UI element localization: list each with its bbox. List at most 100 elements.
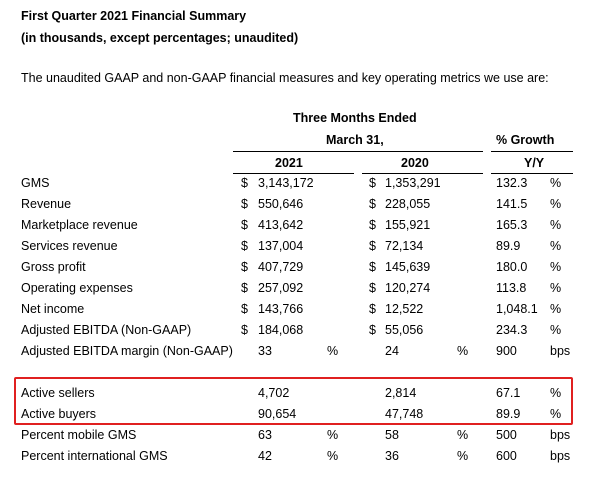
value-2021: 33: [258, 344, 272, 358]
growth-unit: %: [550, 218, 562, 232]
percent-2020: %: [457, 449, 469, 463]
percent-2020: %: [457, 344, 469, 358]
currency-2020: $: [369, 197, 376, 211]
row-label: GMS: [21, 176, 50, 190]
col-header-2021: 2021: [275, 156, 303, 170]
row-label: Active buyers: [21, 407, 97, 421]
growth-unit: %: [550, 302, 562, 316]
growth-unit: %: [550, 260, 562, 274]
growth-value: 89.9: [496, 407, 521, 421]
row-label: Marketplace revenue: [21, 218, 138, 232]
value-2020: 1,353,291: [385, 176, 441, 190]
period-header-line1: Three Months Ended: [293, 111, 417, 125]
currency-2020: $: [369, 302, 376, 316]
row-label: Gross profit: [21, 260, 86, 274]
growth-value: 113.8: [496, 281, 527, 295]
percent-2021: %: [327, 344, 339, 358]
row-label: Percent mobile GMS: [21, 428, 137, 442]
growth-unit: %: [550, 386, 562, 400]
value-2020: 155,921: [385, 218, 431, 232]
currency-2021: $: [241, 197, 248, 211]
growth-unit: %: [550, 197, 562, 211]
col-2021-rule: [233, 173, 354, 174]
value-2020: 24: [385, 344, 399, 358]
value-2021: 4,702: [258, 386, 290, 400]
col-yy-rule: [491, 173, 573, 174]
row-label: Operating expenses: [21, 281, 133, 295]
percent-2021: %: [327, 428, 339, 442]
period-header-rule: [233, 151, 483, 152]
value-2020: 58: [385, 428, 399, 442]
report-subtitle: (in thousands, except percentages; unaud…: [21, 31, 299, 45]
growth-value: 500: [496, 428, 517, 442]
value-2020: 12,522: [385, 302, 424, 316]
growth-unit: %: [550, 323, 562, 337]
value-2020: 72,134: [385, 239, 424, 253]
active-metrics-highlight-box: [14, 377, 573, 425]
growth-unit: %: [550, 281, 562, 295]
currency-2021: $: [241, 302, 248, 316]
growth-value: 89.9: [496, 239, 521, 253]
row-label: Percent international GMS: [21, 449, 168, 463]
currency-2021: $: [241, 239, 248, 253]
value-2021: 184,068: [258, 323, 304, 337]
report-title: First Quarter 2021 Financial Summary: [21, 9, 247, 23]
value-2020: 36: [385, 449, 399, 463]
currency-2021: $: [241, 323, 248, 337]
value-2020: 55,056: [385, 323, 424, 337]
growth-value: 234.3: [496, 323, 528, 337]
growth-unit: %: [550, 176, 562, 190]
value-2021: 42: [258, 449, 272, 463]
percent-2020: %: [457, 428, 469, 442]
value-2021: 413,642: [258, 218, 304, 232]
growth-unit: bps: [550, 344, 571, 358]
value-2020: 228,055: [385, 197, 431, 211]
growth-value: 1,048.1: [496, 302, 538, 316]
growth-header-line1: % Growth: [496, 133, 555, 147]
row-label: Adjusted EBITDA margin (Non-GAAP): [21, 344, 233, 358]
currency-2020: $: [369, 239, 376, 253]
col-2020-rule: [362, 173, 483, 174]
col-header-yy: Y/Y: [524, 156, 545, 170]
currency-2020: $: [369, 176, 376, 190]
growth-value: 180.0: [496, 260, 528, 274]
value-2020: 47,748: [385, 407, 424, 421]
currency-2021: $: [241, 281, 248, 295]
row-label: Services revenue: [21, 239, 118, 253]
growth-unit: bps: [550, 428, 571, 442]
currency-2020: $: [369, 260, 376, 274]
value-2021: 407,729: [258, 260, 304, 274]
growth-value: 132.3: [496, 176, 528, 190]
row-label: Revenue: [21, 197, 72, 211]
value-2021: 143,766: [258, 302, 304, 316]
value-2021: 550,646: [258, 197, 304, 211]
col-header-2020: 2020: [401, 156, 429, 170]
percent-2021: %: [327, 449, 339, 463]
period-header-line2: March 31,: [326, 133, 384, 147]
growth-value: 141.5: [496, 197, 528, 211]
growth-unit: %: [550, 407, 562, 421]
growth-unit: bps: [550, 449, 571, 463]
value-2020: 145,639: [385, 260, 431, 274]
currency-2021: $: [241, 176, 248, 190]
value-2021: 3,143,172: [258, 176, 314, 190]
currency-2020: $: [369, 218, 376, 232]
currency-2020: $: [369, 281, 376, 295]
value-2020: 2,814: [385, 386, 417, 400]
intro-text: The unaudited GAAP and non-GAAP financia…: [21, 71, 549, 85]
growth-value: 165.3: [496, 218, 528, 232]
currency-2021: $: [241, 260, 248, 274]
currency-2021: $: [241, 218, 248, 232]
growth-header-rule: [491, 151, 573, 152]
value-2021: 63: [258, 428, 272, 442]
row-label: Active sellers: [21, 386, 95, 400]
row-label: Adjusted EBITDA (Non-GAAP): [21, 323, 192, 337]
currency-2020: $: [369, 323, 376, 337]
growth-value: 67.1: [496, 386, 521, 400]
value-2021: 90,654: [258, 407, 297, 421]
row-label: Net income: [21, 302, 85, 316]
value-2021: 257,092: [258, 281, 304, 295]
growth-value: 600: [496, 449, 517, 463]
value-2021: 137,004: [258, 239, 304, 253]
growth-unit: %: [550, 239, 562, 253]
